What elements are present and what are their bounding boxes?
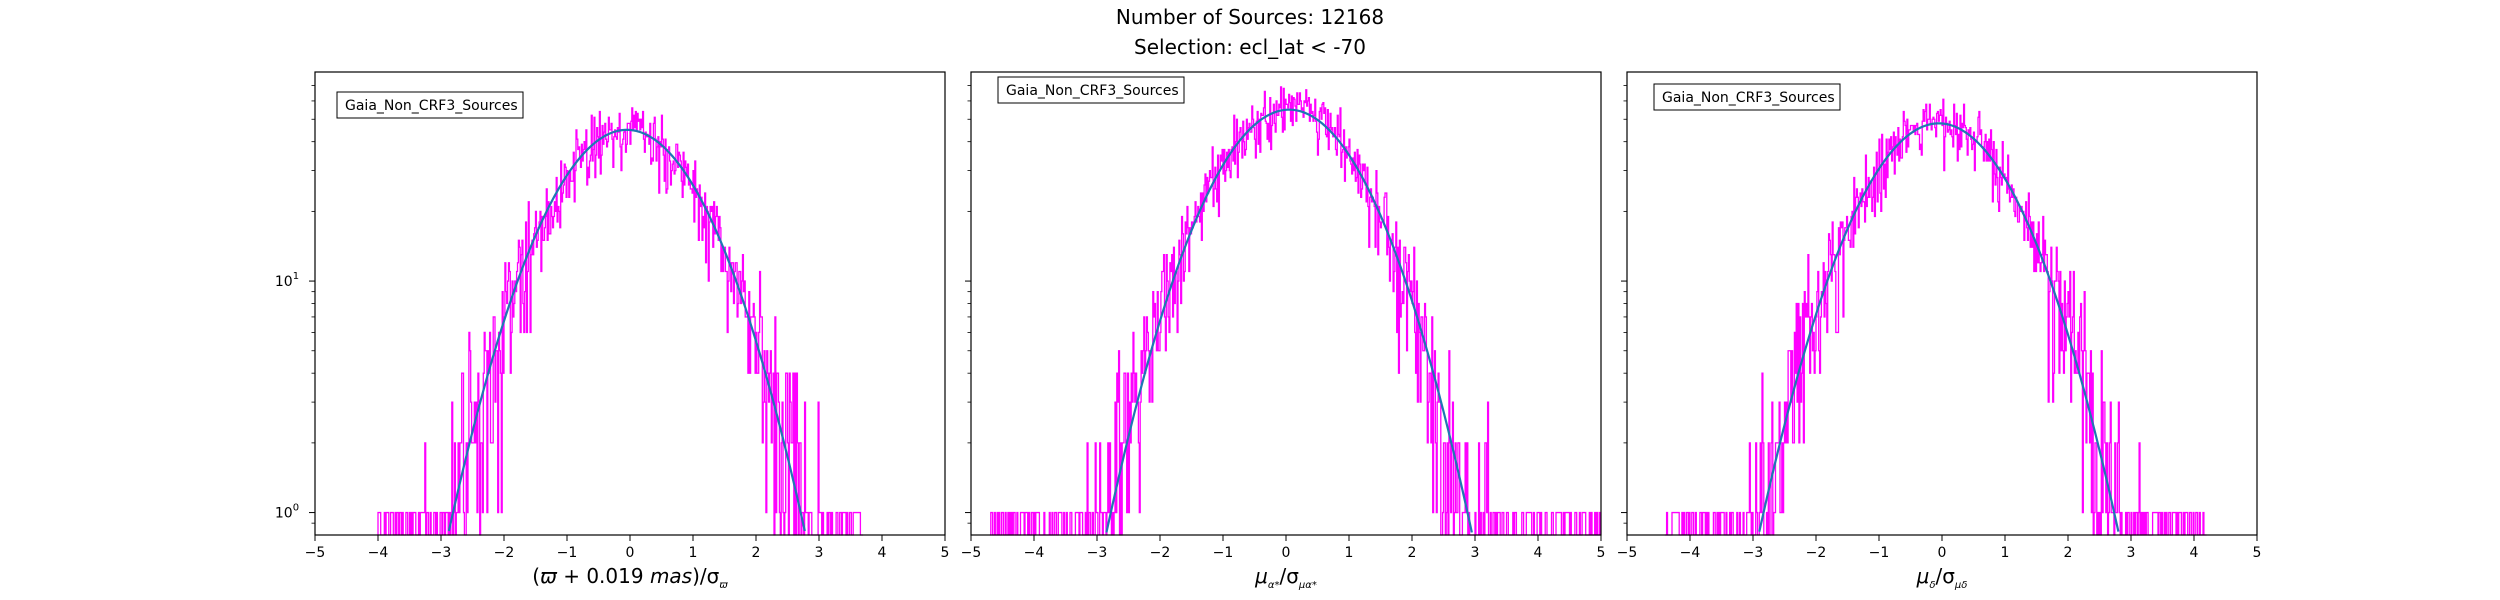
histogram-bars [1664, 98, 2207, 536]
x-tick-label: 5 [1597, 545, 1606, 561]
histogram-panel-3: −5 −4 −3 −2 −1 0 1 2 3 4 5 Gaia_Non_CRF3_Sources μ… [1617, 71, 2262, 591]
x-tick-label: −5 [961, 545, 982, 561]
x-tick-label: −2 [1150, 545, 1171, 561]
x-tick-label: 4 [878, 545, 887, 561]
gaussian-fit-curve [1105, 108, 1473, 533]
x-tick-label: −4 [368, 545, 389, 561]
x-axis-label: μδ/σμδ [1916, 564, 1968, 591]
histogram-outline [1664, 98, 2207, 536]
figure-title: Number of Sources: 12168 [1116, 5, 1384, 29]
x-tick-label: 0 [626, 545, 635, 561]
x-tick-label: −3 [1743, 545, 1764, 561]
axes-frame [1626, 71, 2258, 536]
histogram-outline [989, 86, 1601, 536]
figure-subtitle: Selection: ecl_lat < -70 [1134, 35, 1366, 59]
legend: Gaia_Non_CRF3_Sources [1653, 83, 1841, 111]
legend: Gaia_Non_CRF3_Sources [997, 76, 1185, 104]
histogram-panel-1: −5 −4 −3 −2 −1 0 1 2 3 4 5 100 101 Gaia_Non_CRF3_So… [275, 71, 950, 591]
x-axis-label: μα*/σμα* [1254, 564, 1317, 591]
x-tick-label: 1 [1345, 545, 1354, 561]
gaussian-fit-curve [1758, 122, 2120, 532]
legend: Gaia_Non_CRF3_Sources [336, 91, 524, 119]
x-axis-ticks: −5 −4 −3 −2 −1 0 1 2 3 4 5 [305, 535, 950, 561]
x-tick-label: 2 [1408, 545, 1417, 561]
y-tick-label: 100 [275, 503, 299, 522]
x-tick-label: −1 [557, 545, 578, 561]
histogram-panel-2: −5 −4 −3 −2 −1 0 1 2 3 4 5 Gaia_Non_CRF3_Sources μ… [961, 71, 1606, 591]
x-tick-label: −5 [305, 545, 326, 561]
x-tick-label: 1 [689, 545, 698, 561]
x-tick-label: −1 [1213, 545, 1234, 561]
axes-frame [314, 71, 946, 536]
x-tick-label: −1 [1869, 545, 1890, 561]
y-axis-ticks [1621, 85, 1627, 524]
x-tick-label: −4 [1024, 545, 1045, 561]
x-tick-label: 0 [1282, 545, 1291, 561]
y-axis-ticks [965, 85, 971, 524]
x-tick-label: 5 [2253, 545, 2262, 561]
x-tick-label: 2 [752, 545, 761, 561]
x-tick-label: 0 [1938, 545, 1947, 561]
axes-frame [970, 71, 1602, 536]
histogram-bars [377, 107, 864, 536]
legend-box [997, 76, 1185, 104]
x-tick-label: 5 [941, 545, 950, 561]
x-tick-label: 4 [1534, 545, 1543, 561]
y-axis-ticks: 100 101 [275, 85, 315, 524]
x-tick-label: −3 [1087, 545, 1108, 561]
legend-label: Gaia_Non_CRF3_Sources [1662, 90, 1835, 106]
legend-label: Gaia_Non_CRF3_Sources [1006, 83, 1179, 99]
x-tick-label: −2 [1806, 545, 1827, 561]
x-tick-label: 3 [815, 545, 824, 561]
legend-label: Gaia_Non_CRF3_Sources [345, 98, 518, 114]
x-axis-label: (ϖ + 0.019 mas)/σϖ [532, 564, 728, 591]
histogram-outline [377, 107, 864, 536]
x-axis-ticks: −5 −4 −3 −2 −1 0 1 2 3 4 5 [961, 535, 1606, 561]
x-tick-label: −5 [1617, 545, 1638, 561]
x-tick-label: 4 [2190, 545, 2199, 561]
legend-box [1653, 83, 1841, 111]
x-tick-label: 3 [1471, 545, 1480, 561]
histogram-bars [989, 86, 1601, 536]
y-tick-label: 101 [275, 271, 299, 290]
x-axis-ticks: −5 −4 −3 −2 −1 0 1 2 3 4 5 [1617, 535, 2262, 561]
x-tick-label: 2 [2064, 545, 2073, 561]
gaussian-fit-curve [447, 128, 806, 532]
legend-box [336, 91, 524, 119]
x-tick-label: 1 [2001, 545, 2010, 561]
x-tick-label: −4 [1680, 545, 1701, 561]
x-tick-label: −2 [494, 545, 515, 561]
x-tick-label: −3 [431, 545, 452, 561]
x-tick-label: 3 [2127, 545, 2136, 561]
